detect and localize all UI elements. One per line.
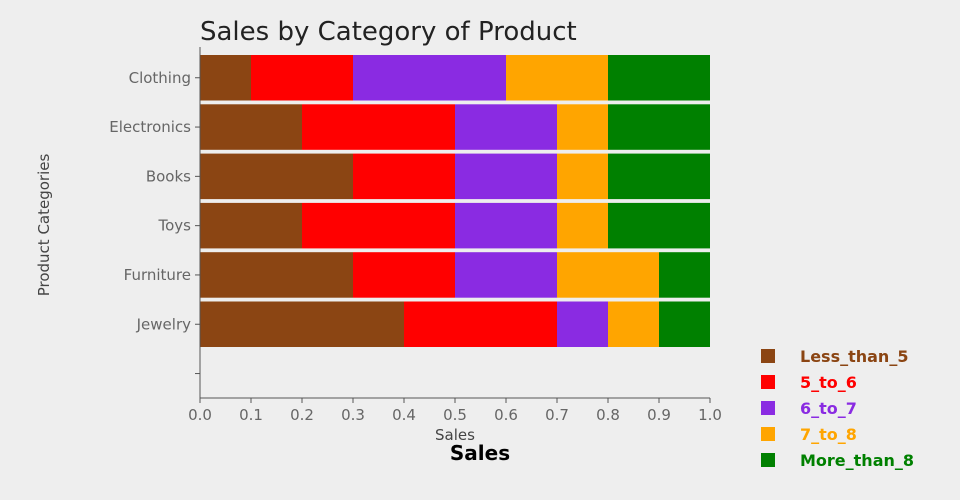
bar-electronics-7-to-8 bbox=[557, 104, 608, 150]
legend-swatch bbox=[761, 349, 775, 363]
bar-books-more-than-8 bbox=[608, 153, 710, 200]
legend-swatch bbox=[761, 427, 775, 441]
y-tick-label: Books bbox=[146, 167, 191, 185]
chart-title: Sales by Category of Product bbox=[200, 17, 577, 47]
x-axis-title: Sales bbox=[435, 426, 475, 444]
legend: Less_than_5 5_to_6 6_to_7 7_to_8 More_than_8 bbox=[761, 347, 914, 470]
x-axis-subtitle: Sales bbox=[450, 441, 510, 465]
bar-books-6-to-7 bbox=[455, 153, 557, 200]
x-tick-label: 0.3 bbox=[341, 406, 365, 424]
bar-furniture-5-to-6 bbox=[353, 252, 455, 298]
y-tick-label: Jewelry bbox=[136, 315, 191, 333]
x-tick-label: 1.0 bbox=[698, 406, 722, 424]
legend-swatch bbox=[761, 375, 775, 389]
y-tick-label: Clothing bbox=[129, 69, 191, 87]
x-tick-label: 0.8 bbox=[596, 406, 620, 424]
y-tick-label: Furniture bbox=[124, 266, 191, 284]
x-tick-label: 0.2 bbox=[290, 406, 314, 424]
bar-toys-less-than-5 bbox=[200, 202, 302, 249]
x-tick-label: 0.0 bbox=[188, 406, 212, 424]
bar-clothing-7-to-8 bbox=[506, 55, 608, 101]
bar-jewelry-6-to-7 bbox=[557, 301, 608, 347]
bar-furniture-more-than-8 bbox=[659, 252, 710, 298]
x-tick-label: 0.1 bbox=[239, 406, 263, 424]
bar-electronics-more-than-8 bbox=[608, 104, 710, 150]
y-tick-label: Toys bbox=[158, 217, 192, 235]
bar-toys-6-to-7 bbox=[455, 202, 557, 249]
bar-electronics-less-than-5 bbox=[200, 104, 302, 150]
x-tick-label: 0.9 bbox=[647, 406, 671, 424]
y-axis-title: Product Categories bbox=[35, 154, 53, 297]
bar-books-5-to-6 bbox=[353, 153, 455, 200]
x-tick-label: 0.5 bbox=[443, 406, 467, 424]
x-tick-label: 0.7 bbox=[545, 406, 569, 424]
x-tick-label: 0.6 bbox=[494, 406, 518, 424]
legend-label: 6_to_7 bbox=[800, 399, 857, 418]
bar-clothing-5-to-6 bbox=[251, 55, 353, 101]
bar-furniture-7-to-8 bbox=[557, 252, 659, 298]
bar-clothing-more-than-8 bbox=[608, 55, 710, 101]
bar-jewelry-more-than-8 bbox=[659, 301, 710, 347]
bar-electronics-6-to-7 bbox=[455, 104, 557, 150]
bar-jewelry-7-to-8 bbox=[608, 301, 659, 347]
x-tick-label: 0.4 bbox=[392, 406, 416, 424]
bar-electronics-5-to-6 bbox=[302, 104, 455, 150]
bar-toys-5-to-6 bbox=[302, 202, 455, 249]
legend-swatch bbox=[761, 401, 775, 415]
legend-label: Less_than_5 bbox=[800, 347, 908, 366]
y-tick-label: Electronics bbox=[109, 118, 191, 136]
bar-clothing-6-to-7 bbox=[353, 55, 506, 101]
bar-jewelry-5-to-6 bbox=[404, 301, 557, 347]
bar-books-less-than-5 bbox=[200, 153, 353, 200]
bar-toys-7-to-8 bbox=[557, 202, 608, 249]
legend-label: 7_to_8 bbox=[800, 425, 857, 444]
bars-layer bbox=[200, 55, 710, 347]
axes-layer: Clothing Electronics Books Toys Furniture Jew… bbox=[109, 47, 722, 424]
legend-label: 5_to_6 bbox=[800, 373, 857, 392]
bar-books-7-to-8 bbox=[557, 153, 608, 200]
legend-swatch bbox=[761, 453, 775, 467]
bar-jewelry-less-than-5 bbox=[200, 301, 404, 347]
legend-label: More_than_8 bbox=[800, 451, 914, 470]
bar-furniture-6-to-7 bbox=[455, 252, 557, 298]
bar-furniture-less-than-5 bbox=[200, 252, 353, 298]
bar-clothing-less-than-5 bbox=[200, 55, 251, 101]
bar-toys-more-than-8 bbox=[608, 202, 710, 249]
